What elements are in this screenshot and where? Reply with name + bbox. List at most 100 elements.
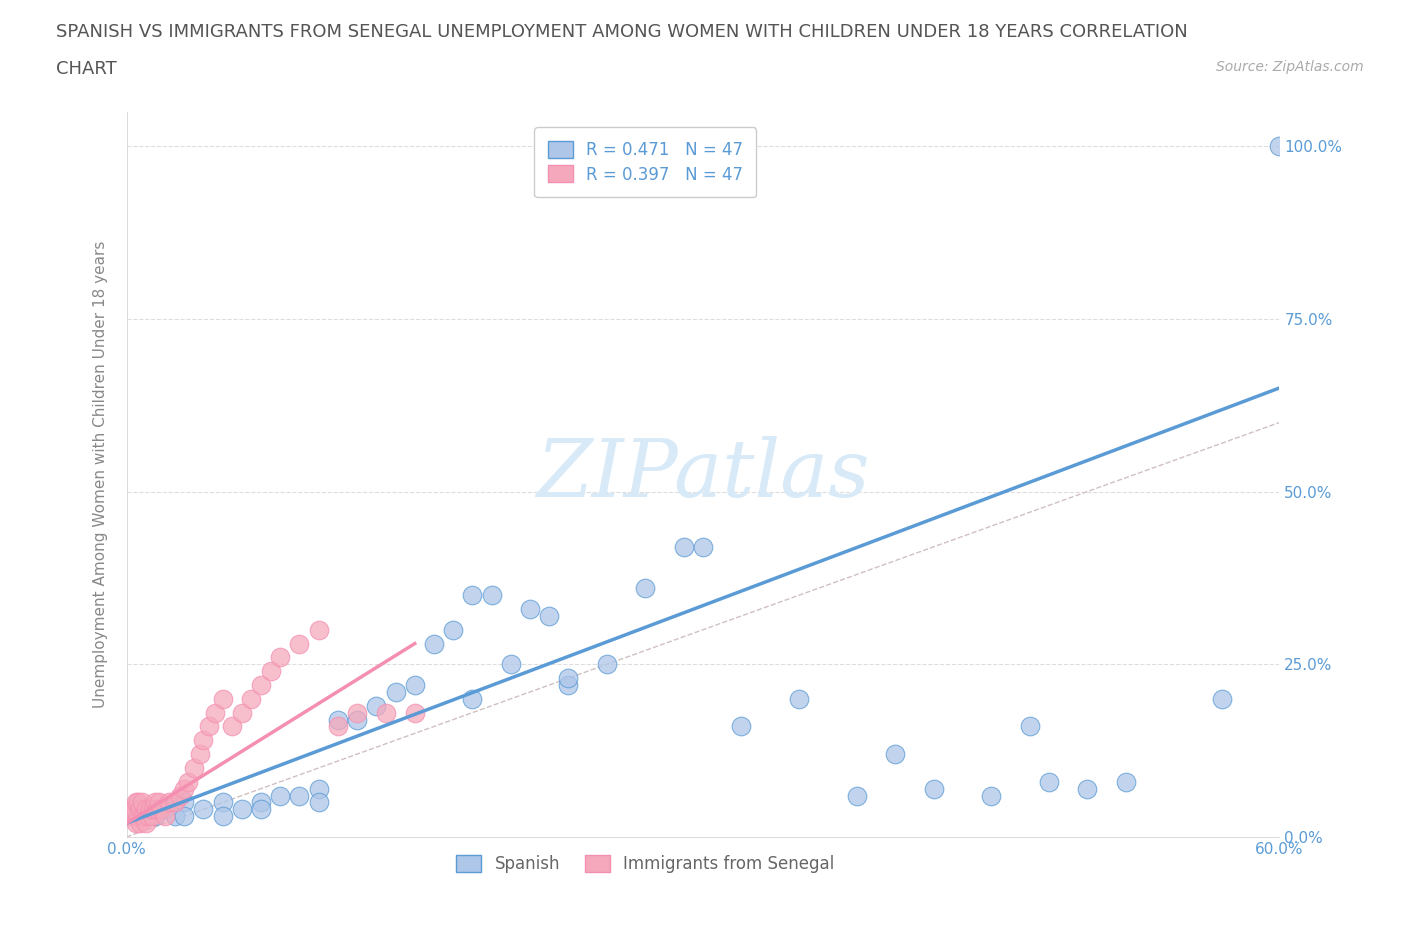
Point bbox=[404, 678, 426, 693]
Point bbox=[145, 795, 166, 810]
Point bbox=[148, 795, 170, 810]
Point bbox=[142, 802, 165, 817]
Point bbox=[122, 802, 145, 817]
Point bbox=[461, 588, 484, 603]
Point bbox=[596, 657, 619, 671]
Point bbox=[135, 816, 157, 830]
Point bbox=[193, 802, 215, 817]
Y-axis label: Unemployment Among Women with Children Under 18 years: Unemployment Among Women with Children U… bbox=[93, 241, 108, 708]
Point bbox=[122, 809, 145, 824]
Text: SPANISH VS IMMIGRANTS FROM SENEGAL UNEMPLOYMENT AMONG WOMEN WITH CHILDREN UNDER : SPANISH VS IMMIGRANTS FROM SENEGAL UNEMP… bbox=[56, 23, 1188, 41]
Point bbox=[250, 802, 273, 817]
Point bbox=[211, 795, 233, 810]
Point bbox=[193, 733, 215, 748]
Point bbox=[1115, 775, 1137, 790]
Point bbox=[519, 602, 541, 617]
Point bbox=[672, 539, 695, 554]
Point bbox=[346, 705, 368, 720]
Point bbox=[173, 781, 195, 796]
Point bbox=[922, 781, 945, 796]
Point bbox=[173, 795, 195, 810]
Point bbox=[374, 705, 398, 720]
Point bbox=[231, 705, 253, 720]
Point bbox=[183, 761, 205, 776]
Point bbox=[150, 802, 173, 817]
Point bbox=[1211, 691, 1233, 706]
Point bbox=[131, 795, 153, 810]
Point bbox=[269, 650, 291, 665]
Point bbox=[169, 788, 191, 803]
Text: ZIPatlas: ZIPatlas bbox=[536, 435, 870, 513]
Point bbox=[135, 802, 157, 817]
Point bbox=[221, 719, 243, 734]
Point bbox=[145, 809, 166, 824]
Point bbox=[423, 636, 446, 651]
Point bbox=[1018, 719, 1040, 734]
Point bbox=[366, 698, 388, 713]
Point bbox=[204, 705, 226, 720]
Point bbox=[538, 608, 561, 623]
Point bbox=[634, 581, 657, 596]
Point bbox=[121, 802, 143, 817]
Point bbox=[141, 809, 163, 824]
Point bbox=[131, 809, 153, 824]
Point bbox=[441, 622, 464, 637]
Point bbox=[138, 802, 160, 817]
Point bbox=[269, 788, 291, 803]
Point bbox=[240, 691, 263, 706]
Point bbox=[346, 712, 368, 727]
Point bbox=[884, 747, 907, 762]
Point bbox=[980, 788, 1002, 803]
Point bbox=[129, 802, 152, 817]
Point bbox=[163, 809, 186, 824]
Point bbox=[188, 747, 211, 762]
Point bbox=[308, 795, 330, 810]
Point bbox=[132, 809, 155, 824]
Point bbox=[231, 802, 253, 817]
Point bbox=[461, 691, 484, 706]
Point bbox=[125, 795, 148, 810]
Point bbox=[787, 691, 810, 706]
Point bbox=[153, 802, 176, 817]
Point bbox=[384, 684, 406, 699]
Point bbox=[125, 816, 148, 830]
Point bbox=[557, 678, 579, 693]
Point bbox=[129, 816, 152, 830]
Legend: Spanish, Immigrants from Senegal: Spanish, Immigrants from Senegal bbox=[450, 848, 841, 880]
Point bbox=[326, 712, 349, 727]
Point bbox=[135, 802, 157, 817]
Point bbox=[259, 664, 281, 679]
Point bbox=[120, 809, 142, 824]
Point bbox=[136, 809, 159, 824]
Point bbox=[404, 705, 426, 720]
Point bbox=[1038, 775, 1060, 790]
Point bbox=[481, 588, 503, 603]
Point bbox=[250, 678, 273, 693]
Point bbox=[127, 795, 149, 810]
Point bbox=[288, 636, 311, 651]
Point bbox=[1076, 781, 1098, 796]
Point bbox=[308, 781, 330, 796]
Point bbox=[326, 719, 349, 734]
Point bbox=[730, 719, 752, 734]
Point bbox=[211, 691, 233, 706]
Point bbox=[557, 671, 579, 685]
Point bbox=[288, 788, 311, 803]
Point bbox=[127, 809, 149, 824]
Point bbox=[163, 795, 186, 810]
Point bbox=[1268, 139, 1291, 153]
Text: CHART: CHART bbox=[56, 60, 117, 78]
Point bbox=[211, 809, 233, 824]
Point bbox=[845, 788, 868, 803]
Point bbox=[499, 657, 522, 671]
Point bbox=[177, 775, 200, 790]
Point bbox=[250, 795, 273, 810]
Point bbox=[692, 539, 714, 554]
Point bbox=[308, 622, 330, 637]
Text: Source: ZipAtlas.com: Source: ZipAtlas.com bbox=[1216, 60, 1364, 74]
Point bbox=[173, 809, 195, 824]
Point bbox=[146, 802, 169, 817]
Point bbox=[198, 719, 221, 734]
Point bbox=[153, 809, 176, 824]
Point bbox=[157, 795, 180, 810]
